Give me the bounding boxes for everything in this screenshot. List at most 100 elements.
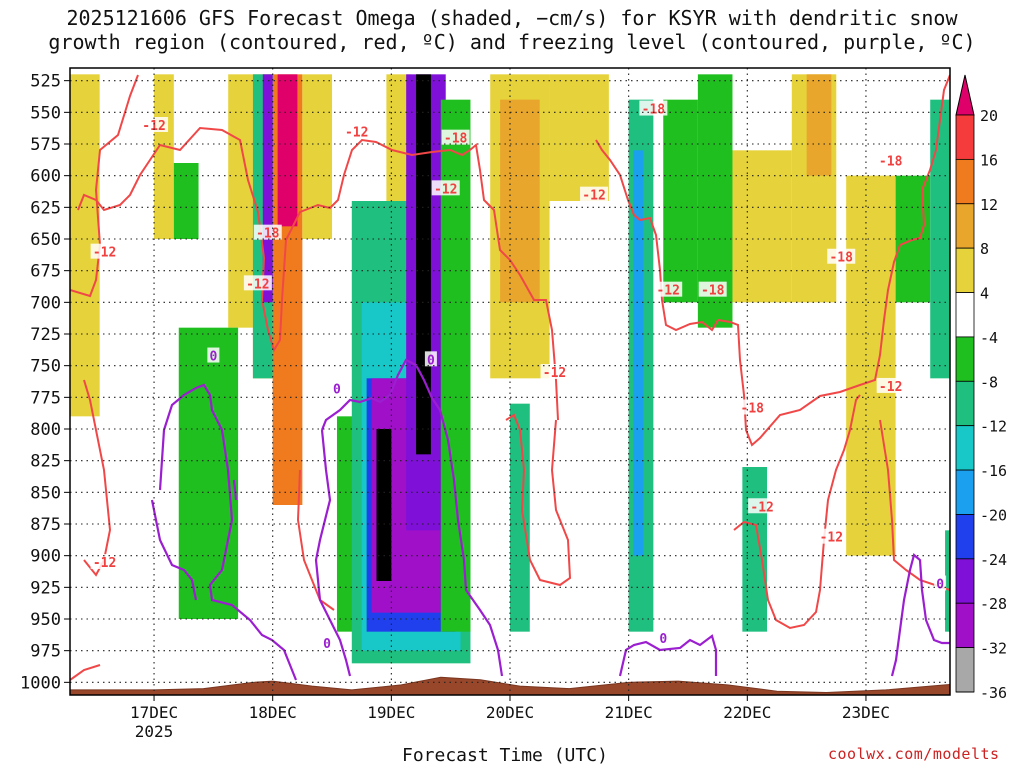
colorbar-band-6 [955, 336, 975, 382]
contour-label-13: -18 [741, 401, 765, 416]
contour-label-6: -18 [444, 132, 468, 147]
contour-label-10: -18 [642, 103, 666, 118]
freezing-level-contour [150, 358, 950, 681]
contour-label-bg-10 [639, 100, 668, 116]
colorbar-band-11 [955, 558, 975, 604]
colorbar-label--12: -12 [980, 418, 1007, 436]
colorbar-label--28: -28 [980, 595, 1007, 613]
omega-cell-16 [663, 99, 698, 303]
y-tick-label-750: 750 [30, 357, 61, 377]
y-tick-label-825: 825 [30, 452, 61, 472]
colorbar-label--36: -36 [980, 684, 1007, 702]
omega-cell-2 [173, 163, 199, 239]
y-tick-label-650: 650 [30, 230, 61, 250]
y-tick-label-525: 525 [30, 72, 61, 92]
y-tick-label-625: 625 [30, 198, 61, 218]
title-line-2: growth region (contoured, red, ºC) and f… [48, 30, 976, 54]
chart-title: 2025121606 GFS Forecast Omega (shaded, −… [0, 6, 1024, 54]
y-tick-label-900: 900 [30, 547, 61, 567]
omega-cell-14 [806, 74, 832, 176]
y-tick-label-550: 550 [30, 103, 61, 123]
contour-label-11: -12 [656, 284, 679, 299]
colorbar-band-9 [955, 469, 975, 515]
temperature-contours: -12 -12 -12 -18 -12 -12 -18 -12 -12 -12 -18 -12 -18 -… [70, 74, 950, 681]
y-tick-label-700: 700 [30, 293, 61, 313]
y-axis-pressure: 525 550 575 600 625 650 675 700 725 750 775 800 825 8… [20, 72, 70, 693]
colorbar-band-5 [955, 292, 975, 338]
colorbar-band-12 [955, 602, 975, 649]
contour-label-0: -12 [142, 119, 165, 134]
colorbar: 20 16 12 8 4 -4 -8 -12 -16 -20 -24 -28 -32 -36 [955, 74, 1007, 702]
omega-cell-6 [277, 74, 298, 227]
omega-cell-32 [510, 403, 530, 632]
contour-label-17: -18 [879, 154, 903, 169]
y-tick-label-850: 850 [30, 483, 61, 503]
contour-label-4: -12 [246, 277, 269, 292]
y-tick-label-950: 950 [30, 610, 61, 630]
omega-shading [70, 74, 950, 664]
contour-label-18: -12 [879, 380, 902, 395]
colorbar-band-3 [955, 203, 975, 249]
y-tick-label-800: 800 [30, 420, 61, 440]
colorbar-label--32: -32 [980, 640, 1007, 658]
x-year-label: 2025 [135, 722, 174, 741]
omega-cell-36 [945, 530, 950, 632]
x-tick-label-23DEC: 23DEC [842, 703, 890, 722]
credit-link[interactable]: coolwx.com/modelts [828, 745, 1000, 763]
y-tick-label-1000: 1000 [20, 673, 61, 693]
omega-cell-10 [500, 99, 540, 303]
colorbar-band-2 [955, 158, 975, 205]
colorbar-max-arrow [955, 74, 975, 116]
colorbar-band-7 [955, 380, 975, 427]
x-axis-title: Forecast Time (UTC) [402, 745, 608, 766]
contour-label-bg-15 [817, 528, 846, 544]
contour-label-bg-5 [342, 123, 371, 139]
contour-label-22: 0 [323, 637, 331, 652]
colorbar-label-4: 4 [980, 285, 989, 303]
colorbar-label-16: 16 [980, 151, 998, 169]
contour-label-20: 0 [333, 382, 341, 397]
contour-label-bg-20 [330, 380, 343, 396]
colorbar-label--20: -20 [980, 506, 1007, 524]
contour-label-bg-13 [738, 399, 767, 415]
omega-cell-12 [732, 150, 792, 303]
contour-label-8: -12 [543, 366, 566, 381]
contour-label-24: 0 [936, 578, 944, 593]
contour-label-bg-3 [253, 224, 282, 240]
contour-label-21: 0 [427, 353, 435, 368]
x-axis-time: 17DEC 18DEC 19DEC 20DEC 21DEC 22DEC 23DEC 2025 [130, 695, 890, 741]
contour-label-1: -12 [93, 246, 116, 261]
colorbar-label-8: 8 [980, 240, 989, 258]
y-tick-label-575: 575 [30, 135, 61, 155]
y-tick-label-975: 975 [30, 642, 61, 662]
omega-cell-35 [742, 467, 768, 632]
contour-label-15: -12 [820, 531, 843, 546]
terrain-surface [70, 676, 950, 695]
contour-label-16: -18 [829, 251, 853, 266]
gridlines [70, 68, 950, 695]
contour-label-7: -12 [434, 182, 457, 197]
contour-label-bg-9 [580, 186, 609, 202]
contour-label-bg-24 [934, 575, 947, 591]
contour-label-12: -18 [701, 284, 725, 299]
contour-label-bg-22 [321, 635, 334, 651]
x-tick-label-18DEC: 18DEC [249, 703, 297, 722]
y-tick-label-775: 775 [30, 388, 61, 408]
omega-cell-15 [846, 175, 896, 556]
contour-label-bg-19 [207, 347, 220, 363]
contour-label-bg-8 [540, 364, 569, 379]
dsgz-contour-upper [70, 74, 950, 447]
y-tick-label-675: 675 [30, 262, 61, 282]
contour-label-bg-17 [876, 152, 905, 168]
title-line-1: 2025121606 GFS Forecast Omega (shaded, −… [66, 6, 958, 30]
x-tick-label-20DEC: 20DEC [486, 703, 534, 722]
contour-label-23: 0 [659, 632, 667, 647]
x-tick-label-19DEC: 19DEC [367, 703, 415, 722]
contour-label-bg-23 [657, 630, 670, 645]
contour-label-3: -18 [256, 227, 280, 242]
contour-label-bg-18 [876, 377, 905, 393]
contour-label-bg-21 [424, 351, 437, 367]
contour-label-bg-6 [441, 129, 470, 145]
colorbar-band-1 [955, 114, 975, 160]
